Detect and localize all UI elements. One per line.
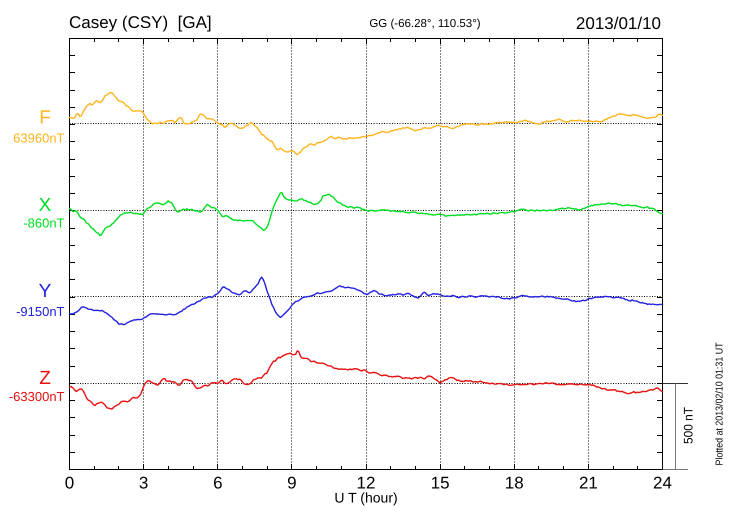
svg-text:-860nT: -860nT [23, 216, 64, 231]
svg-text:12: 12 [357, 474, 376, 493]
svg-text:Y: Y [39, 281, 52, 302]
svg-text:18: 18 [505, 474, 524, 493]
svg-text:2013/01/10: 2013/01/10 [576, 14, 661, 33]
svg-text:15: 15 [431, 474, 450, 493]
svg-text:Z: Z [39, 368, 51, 389]
svg-text:Casey (CSY) [GA]: Casey (CSY) [GA] [69, 13, 212, 32]
svg-text:F: F [39, 108, 51, 129]
svg-text:GG (-66.28°, 110.53°): GG (-66.28°, 110.53°) [369, 18, 480, 30]
svg-text:63960nT: 63960nT [13, 131, 64, 146]
svg-text:0: 0 [65, 474, 74, 493]
svg-text:Plotted at 2013/02/10 01:31 UT: Plotted at 2013/02/10 01:31 UT [715, 343, 726, 466]
svg-text:3: 3 [139, 474, 148, 493]
svg-text:24: 24 [653, 474, 672, 493]
svg-text:-63300nT: -63300nT [9, 389, 65, 404]
svg-text:500 nT: 500 nT [682, 407, 696, 444]
svg-text:X: X [39, 195, 52, 216]
svg-text:21: 21 [579, 474, 598, 493]
svg-text:U T (hour): U T (hour) [334, 490, 397, 506]
svg-text:6: 6 [213, 474, 222, 493]
svg-text:9: 9 [287, 474, 296, 493]
svg-text:-9150nT: -9150nT [16, 304, 64, 319]
